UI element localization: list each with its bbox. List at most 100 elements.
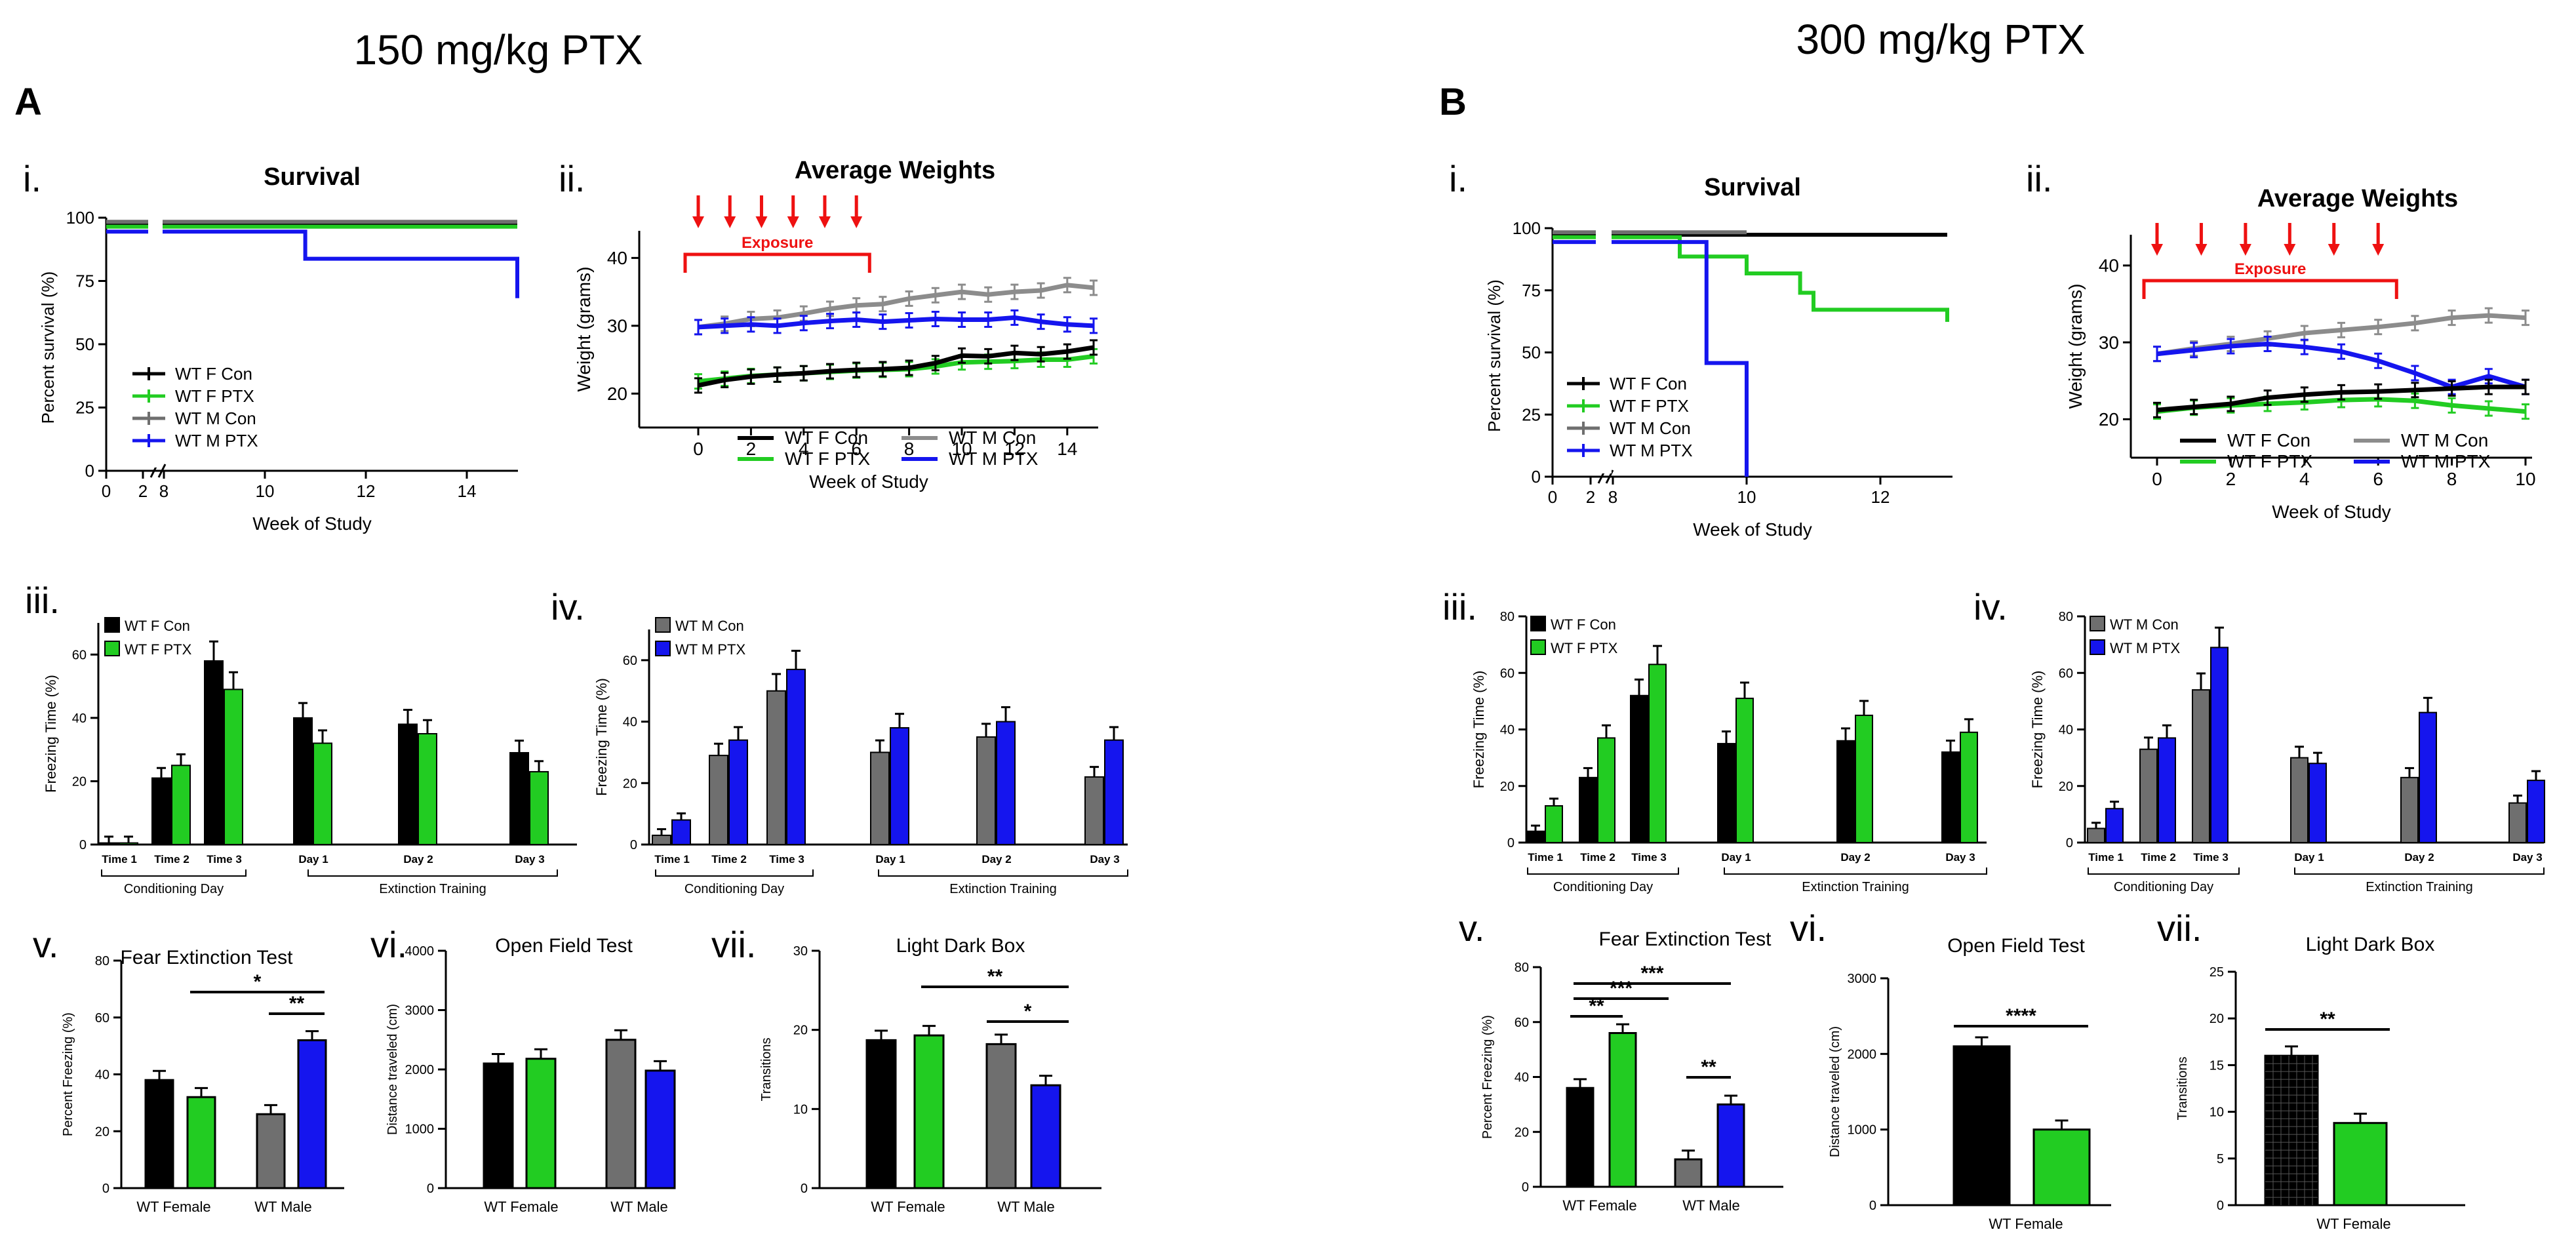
x-tick-label: 0	[693, 439, 703, 459]
group-label: Extinction Training	[949, 882, 1056, 896]
x-tick-label: Time 3	[769, 853, 804, 866]
group-label: Extinction Training	[379, 882, 486, 896]
y-tick-label: 20	[793, 1024, 808, 1038]
legend-label: WT F Con	[175, 364, 252, 384]
chart-title: Light Dark Box	[2306, 934, 2435, 955]
bar	[1031, 1085, 1060, 1188]
bar	[1545, 806, 1562, 843]
y-tick-label: 60	[623, 654, 637, 668]
y-tick-label: 4000	[405, 944, 435, 959]
panel-numeral: v.	[33, 924, 58, 965]
legend-label: WT F PTX	[1610, 396, 1689, 416]
y-tick-label: 80	[1515, 961, 1529, 975]
group-bracket	[1724, 867, 1987, 874]
chart-title: Average Weights	[2257, 185, 2458, 212]
bar	[526, 1059, 555, 1188]
y-tick-label: 1000	[1848, 1123, 1877, 1138]
x-tick-label: 10	[256, 481, 275, 501]
bar	[1610, 1033, 1636, 1187]
y-axis-label: Percent survival (%)	[38, 271, 58, 424]
chart-title: Average Weights	[795, 157, 995, 184]
y-tick-label: 0	[1522, 1180, 1529, 1195]
y-tick-label: 40	[72, 711, 87, 726]
bar	[100, 843, 118, 845]
group-label: Extinction Training	[1802, 880, 1909, 894]
exposure-arrowhead	[787, 216, 799, 228]
x-tick-label: Day 2	[1840, 851, 1870, 864]
series-line	[698, 348, 1094, 386]
y-tick-label: 20	[1500, 780, 1515, 794]
y-tick-label: 20	[2059, 780, 2073, 794]
legend-label: WT F PTX	[175, 386, 254, 406]
bar	[1718, 744, 1735, 843]
group-bracket	[879, 869, 1128, 876]
panel-numeral: iii.	[25, 580, 60, 621]
panel-numeral: i.	[23, 158, 41, 199]
y-axis-label: Percent Freezing (%)	[61, 1012, 75, 1136]
y-tick-label: 100	[1513, 218, 1541, 238]
y-tick-label: 30	[607, 316, 627, 336]
x-tick-label: 6	[2373, 469, 2383, 489]
y-tick-label: 80	[1500, 610, 1515, 624]
x-tick-label: WT Male	[997, 1199, 1055, 1215]
x-tick-label: 2	[1586, 487, 1595, 507]
x-tick-label: Day 1	[875, 853, 905, 866]
panel-numeral: ii.	[559, 158, 585, 199]
panel-numeral: vii.	[2157, 907, 2202, 949]
x-tick-label: Time 2	[154, 853, 189, 866]
bar	[224, 689, 243, 845]
exposure-bracket	[2144, 281, 2396, 299]
y-axis-label: Freezing Time (%)	[1471, 671, 1487, 789]
x-tick-label: 10	[2515, 469, 2535, 489]
y-tick-label: 1000	[405, 1123, 435, 1137]
legend-label: WT M PTX	[1610, 441, 1693, 460]
bar	[2140, 749, 2157, 843]
y-axis-label: Weight (grams)	[2065, 284, 2086, 409]
x-axis-label: Week of Study	[1693, 519, 1812, 540]
x-tick-label: Time 2	[2141, 851, 2176, 864]
legend-swatch	[105, 641, 119, 656]
x-tick-label: 2	[2226, 469, 2236, 489]
chart-title: Fear Extinction Test	[121, 947, 294, 968]
y-tick-label: 25	[2209, 965, 2224, 980]
dose-title-b: 300 mg/kg PTX	[1796, 16, 2085, 63]
y-tick-label: 20	[1515, 1125, 1529, 1140]
legend-label: WT F PTX	[1551, 640, 1618, 656]
bar	[1855, 715, 1873, 843]
bar	[298, 1040, 326, 1188]
legend-swatch	[656, 641, 670, 656]
y-tick-label: 15	[2209, 1058, 2224, 1073]
chart-title: Light Dark Box	[896, 935, 1025, 957]
y-axis-label: Freezing Time (%)	[593, 678, 610, 796]
significance-label: *	[254, 971, 262, 993]
x-tick-label: WT Male	[610, 1199, 668, 1215]
y-tick-label: 0	[1869, 1199, 1876, 1213]
legend-swatch	[656, 618, 670, 632]
bar	[2106, 808, 2123, 843]
y-axis-label: Freezing Time (%)	[43, 675, 59, 793]
bar	[2419, 713, 2436, 843]
y-tick-label: 60	[72, 648, 87, 662]
bar	[1105, 740, 1123, 845]
chart-title: Survival	[264, 163, 361, 191]
x-tick-label: WT Female	[2316, 1216, 2390, 1232]
chart-title: Open Field Test	[495, 935, 633, 957]
significance-label: **	[2320, 1008, 2335, 1030]
y-tick-label: 40	[1500, 723, 1515, 738]
legend-label: WT F Con	[1610, 374, 1687, 393]
group-bracket	[2295, 867, 2544, 874]
group-label: Extinction Training	[2366, 880, 2472, 894]
legend-label: WT F PTX	[785, 448, 870, 469]
y-axis-label: Percent survival (%)	[1484, 279, 1504, 432]
bar	[2211, 647, 2228, 843]
y-tick-label: 10	[2209, 1106, 2224, 1120]
bar	[767, 691, 785, 845]
significance-label: **	[1701, 1056, 1716, 1078]
bar	[867, 1040, 896, 1188]
y-tick-label: 0	[79, 838, 87, 852]
group-label: Conditioning Day	[1553, 880, 1653, 894]
panel-numeral: v.	[1459, 907, 1484, 949]
x-tick-label: Day 3	[1090, 853, 1119, 866]
bar	[709, 755, 728, 845]
x-tick-label: WT Female	[1989, 1216, 2063, 1232]
